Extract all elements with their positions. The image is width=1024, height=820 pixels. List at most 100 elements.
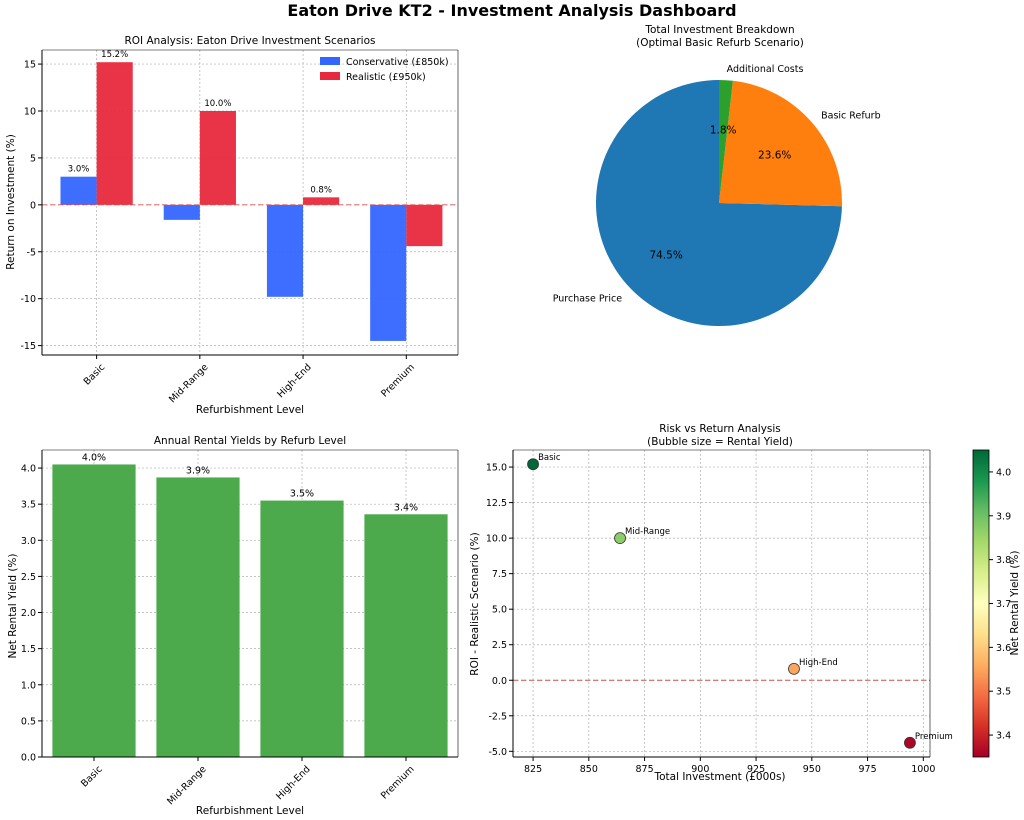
- yield-value-label: 3.9%: [186, 465, 210, 476]
- yield-ytick-label: 1.5: [21, 644, 36, 655]
- scatter-xtick-label: 900: [691, 764, 709, 775]
- yield-ytick-label: 3.5: [21, 500, 36, 511]
- roi-chart-title: ROI Analysis: Eaton Drive Investment Sce…: [125, 35, 376, 47]
- legend-label-realistic: Realistic (£950k): [346, 72, 426, 83]
- legend-label-conservative: Conservative (£850k): [346, 57, 449, 68]
- yield-y-axis-label: Net Rental Yield (%): [7, 553, 19, 658]
- roi-ytick-label: 5: [30, 153, 36, 164]
- roi-ytick-label: 10: [24, 107, 36, 118]
- yield-bar: [364, 514, 448, 757]
- roi-bar-conservative: [266, 204, 304, 297]
- scatter-point-label: Mid-Range: [625, 527, 670, 537]
- rental-yield-bar-chart: 4.0% 3.9% 3.5% 3.4% 0.0 0.5 1.0 1.5 2.0 2.5 3.0 3.…: [7, 435, 459, 817]
- scatter-ytick-label: 12.5: [486, 498, 507, 509]
- scatter-point-label: Premium: [915, 732, 953, 742]
- roi-ytick-label: -5: [27, 247, 36, 258]
- scatter-xtick-label: 1000: [911, 764, 935, 775]
- dashboard-title: Eaton Drive KT2 - Investment Analysis Da…: [287, 1, 736, 20]
- scatter-y-axis-label: ROI - Realistic Scenario (%): [469, 532, 481, 675]
- scatter-xtick-label: 825: [524, 764, 542, 775]
- roi-legend: Conservative (£850k) Realistic (£950k): [320, 57, 449, 83]
- scatter-point: [614, 532, 626, 545]
- scatter-x-axis-label: Total Investment (£000s): [653, 771, 785, 783]
- scatter-xtick-label: 950: [803, 764, 821, 775]
- pie-labels: 74.5% Purchase Price 23.6% Basic Refurb 1.8%…: [553, 64, 881, 304]
- yield-ytick-label: 1.0: [21, 680, 36, 691]
- yield-ytick-label: 3.0: [21, 536, 36, 547]
- pie-slice-basic-refurb: [719, 80, 842, 207]
- roi-xtick-label: Premium: [379, 362, 417, 400]
- roi-value-label: 0.8%: [310, 185, 332, 195]
- yield-ytick-label: 4.0: [21, 464, 36, 475]
- roi-xtick-label: Mid-Range: [167, 362, 211, 406]
- colorbar-tick-label: 3.9: [996, 511, 1011, 522]
- pie-slice-purchase-price: [595, 80, 842, 326]
- yield-x-axis-label: Refurbishment Level: [196, 805, 304, 817]
- scatter-xtick-label: 925: [747, 764, 765, 775]
- scatter-point-label: High-End: [799, 658, 838, 668]
- pie-chart-title-line2: (Optimal Basic Refurb Scenario): [636, 37, 804, 49]
- yield-bar: [52, 464, 136, 757]
- yield-ytick-label: 0.0: [21, 753, 36, 764]
- roi-bar-conservative: [370, 204, 407, 341]
- roi-xtick-label: High-End: [275, 362, 313, 400]
- roi-y-axis-label: Return on Investment (%): [5, 134, 17, 270]
- roi-value-label: 10.0%: [204, 99, 231, 109]
- scatter-points: Basic Mid-Range High-End Premium: [527, 453, 953, 749]
- colorbar-tick-label: 3.7: [996, 599, 1011, 610]
- roi-ytick-label: -15: [20, 341, 36, 352]
- yield-bar: [156, 477, 240, 757]
- pie-pct-label: 23.6%: [758, 150, 791, 162]
- pie-category-label: Additional Costs: [727, 64, 804, 75]
- yield-xtick-label: High-End: [274, 764, 312, 802]
- colorbar: 3.4 3.5 3.6 3.7 3.8 3.9 4.0 Net Rental Yield (…: [972, 449, 1021, 758]
- scatter-ytick-label: -5.0: [488, 747, 507, 758]
- pie-chart-title-line1: Total Investment Breakdown: [644, 24, 794, 36]
- legend-swatch-realistic: [320, 72, 340, 80]
- roi-bars: [42, 62, 458, 341]
- yield-ytick-label: 2.5: [21, 572, 36, 583]
- yield-value-labels: 4.0% 3.9% 3.5% 3.4%: [82, 452, 418, 513]
- scatter-point: [788, 662, 800, 675]
- roi-value-label: 15.2%: [101, 50, 128, 60]
- pie-pct-label: 1.8%: [710, 124, 737, 136]
- scatter-ytick-label: 5.0: [492, 605, 507, 616]
- yield-ytick-label: 0.5: [21, 716, 36, 727]
- colorbar-tick-label: 4.0: [996, 467, 1011, 478]
- yield-chart-title: Annual Rental Yields by Refurb Level: [154, 435, 346, 447]
- roi-value-labels: 3.0% 15.2% 10.0% 0.8%: [68, 50, 332, 195]
- scatter-xtick-label: 850: [580, 764, 598, 775]
- yield-bar: [260, 500, 344, 757]
- scatter-ytick-label: 15.0: [486, 463, 507, 474]
- colorbar-label: Net Rental Yield (%): [1009, 550, 1021, 655]
- roi-ytick-label: -10: [20, 294, 36, 305]
- roi-bar-realistic: [303, 197, 340, 205]
- scatter-ytick-label: 10.0: [486, 534, 507, 545]
- colorbar-tick-label: 3.5: [996, 687, 1011, 698]
- yield-bars: [52, 464, 448, 757]
- scatter-ytick-label: 7.5: [492, 569, 507, 580]
- roi-bar-realistic: [96, 62, 133, 205]
- legend-swatch-conservative: [320, 57, 340, 65]
- scatter-point-label: Basic: [538, 453, 561, 463]
- yield-value-label: 3.5%: [290, 489, 314, 500]
- roi-bar-realistic: [199, 111, 236, 205]
- scatter-ytick-label: 2.5: [492, 640, 507, 651]
- pie-pct-label: 74.5%: [649, 249, 682, 261]
- roi-bar-conservative: [60, 176, 97, 205]
- roi-bar-realistic: [406, 204, 443, 247]
- roi-x-axis-label: Refurbishment Level: [196, 404, 304, 416]
- pie-category-label: Purchase Price: [553, 293, 622, 304]
- yield-value-label: 3.4%: [394, 502, 418, 513]
- roi-value-label: 3.0%: [68, 165, 90, 175]
- roi-bar-chart: 3.0% 15.2% 10.0% 0.8% -15 -10 -5 0 5 10 15 Basic Mi…: [5, 35, 459, 416]
- colorbar-ticks: 3.4 3.5 3.6 3.7 3.8 3.9 4.0: [989, 467, 1011, 742]
- scatter-axis-ticks: -5.0 -2.5 0.0 2.5 5.0 7.5 10.0 12.5 15.0 825 850 87…: [486, 449, 935, 775]
- roi-ytick-label: 0: [30, 200, 36, 211]
- yield-value-label: 4.0%: [82, 452, 106, 463]
- pie-category-label: Basic Refurb: [821, 110, 881, 121]
- pie-slices: [595, 80, 842, 326]
- colorbar-gradient: [972, 449, 990, 758]
- roi-xtick-label: Basic: [82, 362, 108, 388]
